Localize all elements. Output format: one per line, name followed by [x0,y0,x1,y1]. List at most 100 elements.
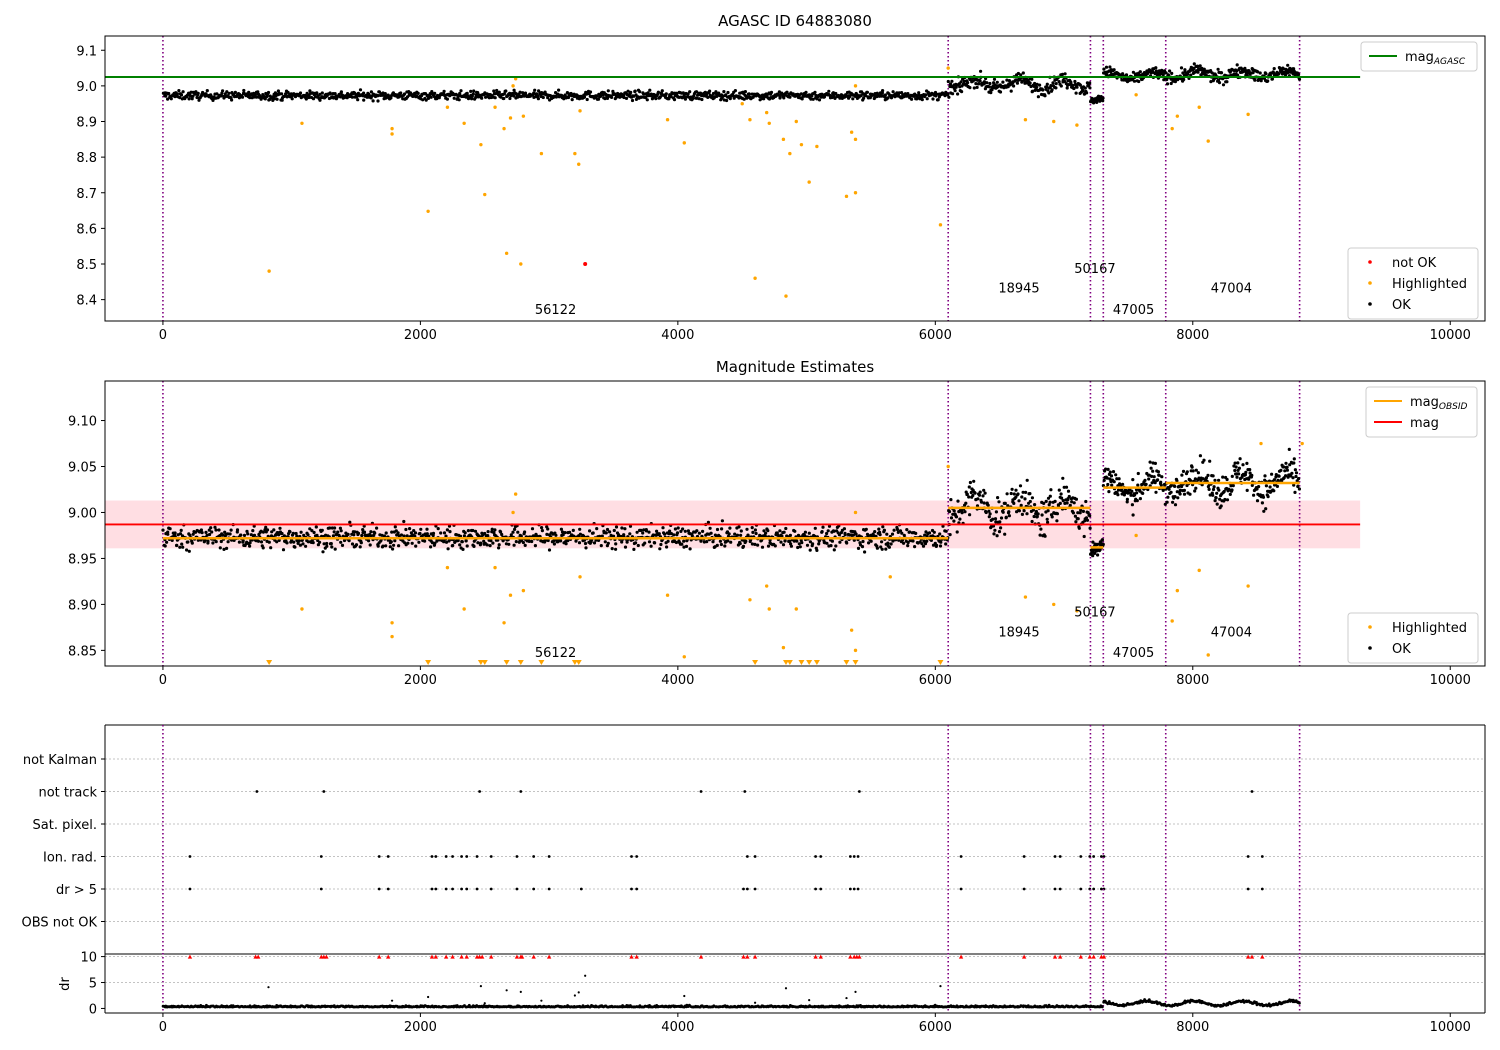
panel2-ok-point [673,527,678,531]
panel2-ok-point [1104,467,1108,471]
panel2-ok-point [314,525,318,529]
panel2-ok-point [433,541,437,545]
panel2-ok-point [808,540,813,544]
panel2-ok-point [1234,465,1238,469]
panel1-ok-point [1154,66,1158,70]
panel2-ok-point [1290,471,1294,475]
panel3-flag-point [814,855,817,858]
panel2-ok-point [1163,502,1167,506]
panel2-x-tick-label: 4000 [661,673,694,688]
panel2-ok-point [291,531,295,535]
panel1-ok-point [978,79,982,83]
panel2-ok-point [1020,512,1024,517]
panel2-ok-point [614,542,618,546]
panel2-ok-point [1034,509,1038,514]
panel2-ok-point [949,516,954,520]
panel2-ok-point [887,545,892,549]
panel2-ok-point [578,532,583,536]
panel2-ok-point [877,527,881,531]
panel1-x-tick-label: 6000 [919,328,952,343]
panel2-ok-point [251,529,255,533]
panel2-below-axis-marker [538,660,545,665]
panel1-ok-point [339,90,343,94]
panel3-flag-point [547,855,551,858]
panel1-ok-point [402,92,407,96]
panel2-ok-point [489,539,493,543]
panel2-ok-point [1198,454,1202,458]
panel1-ok-point [966,81,970,85]
panel2-ok-point [1272,478,1276,482]
panel2-ok-point [927,531,932,535]
panel1-ok-point [1063,72,1067,76]
panel2-ok-point [346,532,350,537]
panel2-ok-point [430,541,435,545]
panel2-ok-point [497,546,501,550]
panel1-ok-point [968,86,972,90]
panel2-ok-point [413,531,418,535]
panel2-ok-point [922,539,926,543]
panel1-not-ok-points [583,262,588,266]
panel1-ok-point [512,94,516,98]
panel2-ok-point [1081,509,1085,513]
panel2-ok-point [1159,480,1163,484]
panel2-ok-point [968,513,972,517]
panel2-ok-point [954,515,959,519]
panel1-ok-point [1112,68,1116,72]
panel2-ok-point [444,540,449,544]
panel2-highlighted-point [1246,584,1250,588]
panel1-ok-point [883,93,888,97]
panel2-ok-point [1042,501,1046,505]
panel3-flag-point [635,887,639,891]
panel2-ok-point [639,528,643,533]
panel2-ok-point [578,527,582,531]
panel2-ok-point [389,540,393,544]
panel2-highlighted-point [1259,441,1263,446]
panel2-ok-point [766,529,770,533]
panel1-ok-point [1078,83,1082,87]
panel2-ok-point [1017,499,1021,503]
panel2-highlighted-point [1300,441,1304,446]
panel2-ok-point [860,545,865,549]
panel1-ok-point [452,96,456,100]
panel2-ok-point [1079,508,1083,512]
panel2-ok-point [1058,501,1062,505]
panel3-flag-point [753,855,757,858]
panel1-highlighted-point [946,66,950,70]
panel2-ok-point [1072,501,1076,505]
panel2-below-axis-marker [782,660,789,665]
panel2-ok-point [1193,489,1197,493]
panel2-below-axis-marker [813,660,820,665]
panel2-ok-point [867,541,871,545]
panel2-ok-point [625,540,629,544]
panel2-ok-point [944,529,948,533]
panel2-ok-point [1061,476,1065,480]
panel2-ok-point [605,527,610,532]
panel2-ok-point [166,532,170,536]
panel3-flag-point [1079,887,1083,891]
panel3-flag-point [630,855,633,858]
panel2-ok-point [359,541,363,545]
panel2-highlighted-point [946,464,950,469]
panel1-ok-point [1286,70,1290,74]
panel2-below-axis-markers [266,660,944,665]
panel2-ok-point [1178,492,1182,496]
panel2-x-tick-label: 10000 [1430,673,1471,688]
panel1-ok-point [726,90,730,95]
panel2-ok-point [911,539,915,543]
panel3-flag-point [489,887,493,891]
panel2-ok-point [168,527,172,531]
panel2-ok-point [1109,474,1114,478]
panel2-ok-point [397,544,401,548]
panel2-ok-point [655,529,659,533]
panel2-ok-point [658,547,662,551]
panel2-ok-point [1106,467,1110,471]
panel2-highlighted-point [665,593,670,597]
panel1-ok-point [675,91,679,95]
panel2-ok-point [1208,493,1212,497]
panel2-ok-point [425,527,429,531]
panel2-ok-point [1214,496,1218,500]
panel2-ok-point [479,541,483,545]
panel2-ok-point [856,546,861,551]
panel1-ok-point [788,95,792,99]
panel1-ok-point [1225,80,1229,84]
